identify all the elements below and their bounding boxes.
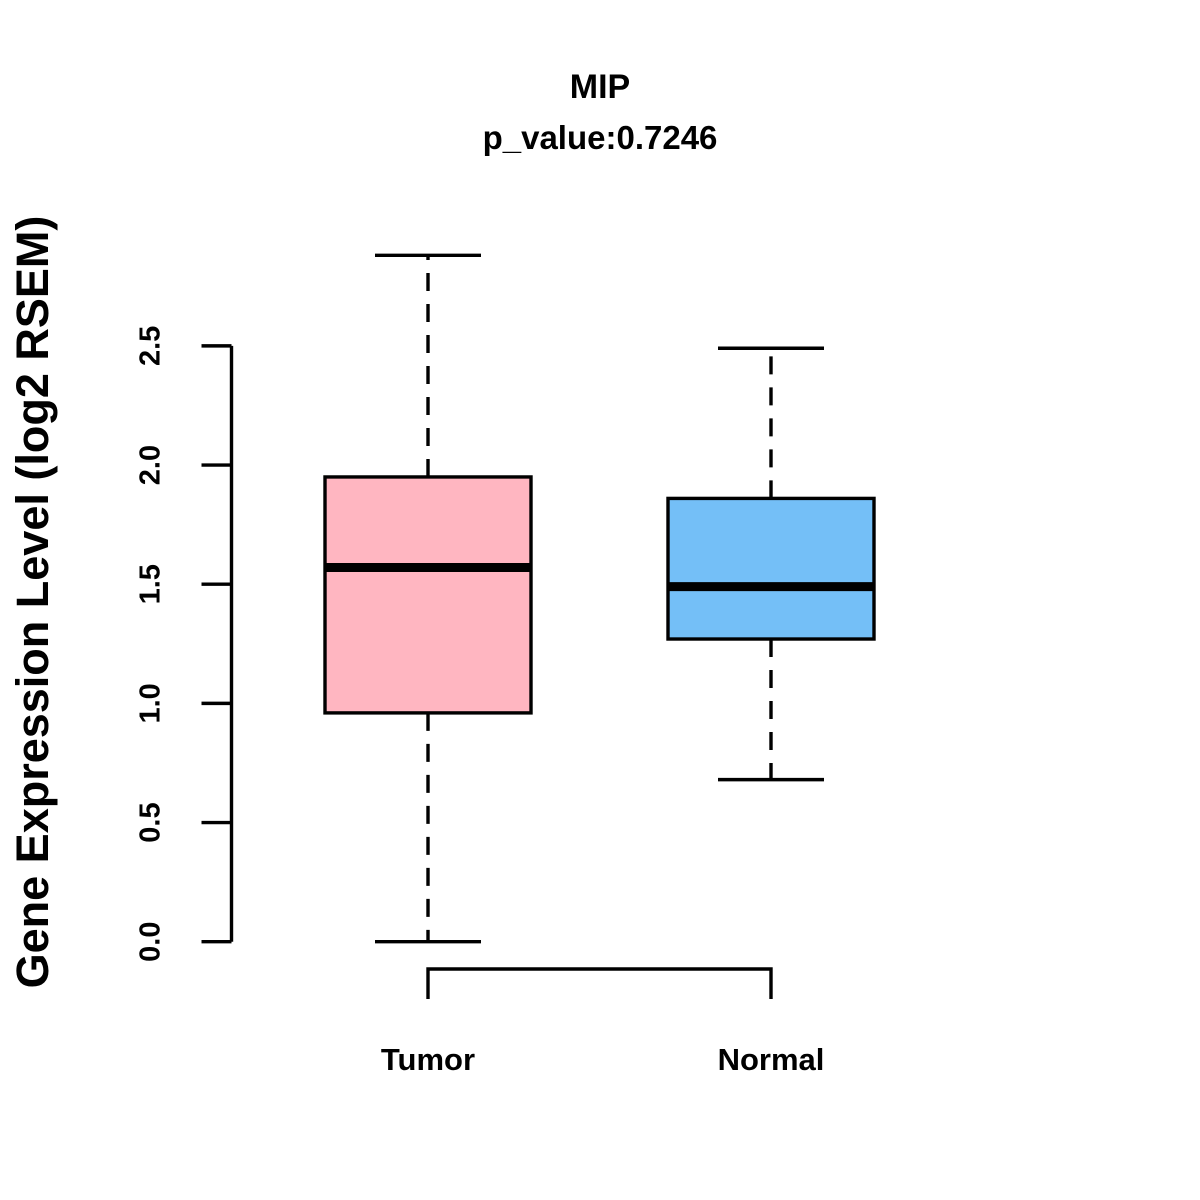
y-tick-label: 1.5	[135, 564, 167, 604]
y-tick-label: 2.0	[135, 445, 167, 485]
chart-title: MIP	[569, 68, 631, 106]
y-tick-label: 1.0	[135, 683, 167, 723]
y-tick-label: 0.0	[135, 922, 167, 962]
y-tick-label: 0.5	[135, 802, 167, 842]
x-category-label-normal: Normal	[718, 1042, 825, 1077]
x-axis-bracket	[426, 967, 773, 999]
chart-subtitle: p_value:0.7246	[482, 119, 718, 156]
tumor-box	[323, 475, 533, 715]
x-category-label-tumor: Tumor	[381, 1042, 475, 1077]
normal-box	[666, 496, 876, 641]
y-tick-label: 2.5	[135, 326, 167, 366]
